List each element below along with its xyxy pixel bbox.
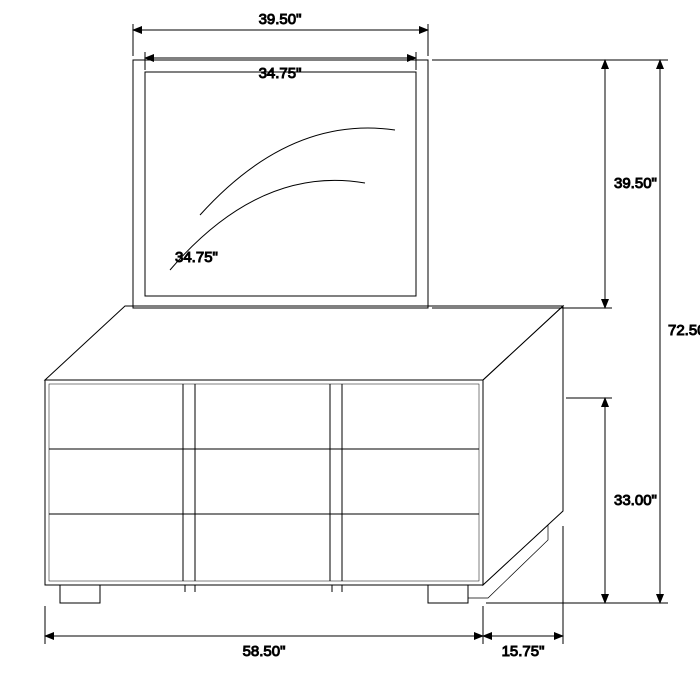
dim-mirror-outer-height: 39.50" (614, 175, 657, 192)
dim-mirror-inner-width: 34.75" (259, 65, 302, 82)
dresser (45, 306, 563, 603)
dim-mirror-inner-height: 34.75" (175, 249, 218, 266)
dim-total-height: 72.50" (668, 322, 700, 339)
dimensions: 39.50" 34.75" 34.75" 39.50" 72.50" 33.00… (45, 11, 700, 660)
dim-dresser-height: 33.00" (614, 492, 657, 509)
dim-mirror-outer-width: 39.50" (259, 11, 302, 28)
dim-dresser-width: 58.50" (243, 643, 286, 660)
dim-dresser-depth: 15.75" (502, 643, 545, 660)
mirror (133, 60, 428, 308)
dimension-diagram: 39.50" 34.75" 34.75" 39.50" 72.50" 33.00… (0, 0, 700, 700)
